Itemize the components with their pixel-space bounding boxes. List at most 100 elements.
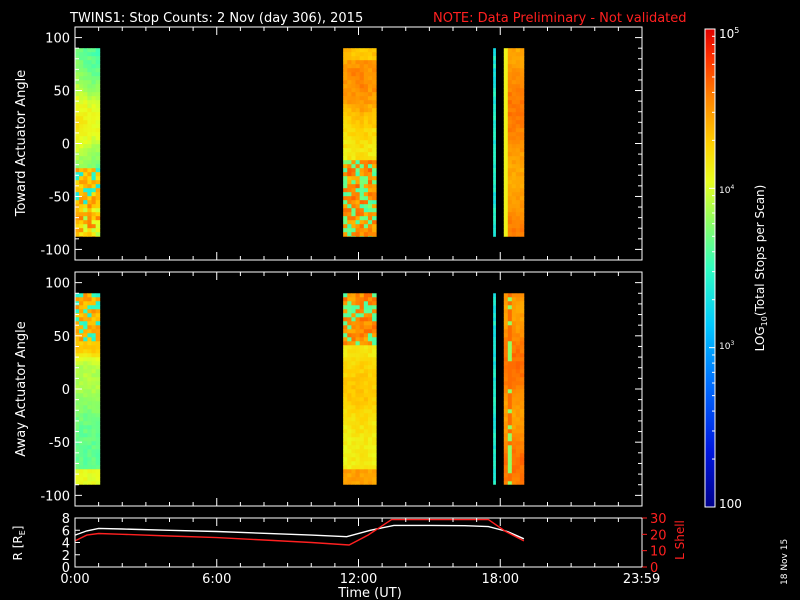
- panel-away-cell: [515, 329, 521, 334]
- panel-away-cell: [355, 417, 361, 422]
- panel-toward-cell: [355, 120, 361, 125]
- panel-toward-cell: [367, 48, 373, 53]
- panel-away-cell: [351, 393, 356, 398]
- colorbar-bottom-label: 100: [719, 497, 742, 511]
- panel-toward-cell: [343, 56, 348, 61]
- panel-away-cell: [343, 293, 348, 298]
- orbit-lines: [74, 518, 525, 546]
- panel-away-cell: [372, 401, 377, 406]
- panel-away-cell: [363, 409, 369, 414]
- panel-away-cell: [87, 373, 92, 378]
- panel-away-cell: [347, 473, 352, 478]
- panel-toward-cell: [79, 124, 84, 129]
- panel-away-cell: [363, 349, 369, 354]
- panel-toward-cell: [95, 192, 101, 197]
- panel-toward-cell: [87, 116, 92, 121]
- panel-away-cell: [359, 401, 365, 406]
- panel-away-cell: [503, 313, 509, 318]
- panel-toward-cell: [367, 200, 373, 205]
- panel-toward-cell: [359, 200, 365, 205]
- panel-away-cell: [493, 421, 496, 426]
- panel-toward-cell: [515, 68, 521, 73]
- panel-away-cell: [519, 397, 525, 402]
- panel-away-cell: [372, 433, 377, 438]
- panel-toward-cell: [83, 88, 88, 93]
- panel-toward-cell: [355, 152, 361, 157]
- panel-toward-cell: [87, 88, 92, 93]
- panel-away-cell: [372, 325, 377, 330]
- panel-away-cell: [75, 453, 80, 458]
- panel-away-cell: [87, 349, 92, 354]
- panel-away-cell: [367, 349, 373, 354]
- panel-toward-cell: [83, 212, 88, 217]
- panel-away-cell: [507, 365, 513, 370]
- panel-away-cell: [359, 301, 365, 306]
- panel-toward-cell: [343, 224, 348, 229]
- panel-away-cell: [519, 417, 525, 422]
- panel-toward-cell: [95, 136, 101, 141]
- panel-away-cell: [83, 457, 88, 462]
- panel-away-cell: [347, 365, 352, 370]
- panel-toward-cell: [493, 120, 496, 125]
- panel-toward-cell: [493, 48, 496, 53]
- panel-toward-cell: [91, 144, 97, 149]
- panel-away-cell: [515, 357, 521, 362]
- panel-toward-cell: [343, 160, 348, 165]
- panel-toward-cell: [519, 184, 525, 189]
- panel-toward-cell: [363, 48, 369, 53]
- panel-away-cell: [91, 381, 97, 386]
- panel-away-cell: [511, 393, 517, 398]
- panel-toward-cell: [91, 128, 97, 133]
- panel-away-cell: [343, 345, 348, 350]
- panel-toward-cell: [367, 68, 373, 73]
- panel-away-cell: [511, 437, 517, 442]
- panel-away-cell: [359, 325, 365, 330]
- panel-toward-cell: [95, 228, 101, 233]
- panel-toward-cell: [511, 100, 517, 105]
- panel-toward-cell: [367, 164, 373, 169]
- panel-toward-cell: [493, 180, 496, 185]
- panel-away-cell: [367, 477, 373, 482]
- panel-away-cell: [507, 421, 513, 426]
- panel-toward-cell: [75, 224, 80, 229]
- panel-toward-cell: [503, 136, 509, 141]
- panel-toward-cell: [343, 84, 348, 89]
- panel-toward-cell: [87, 168, 92, 173]
- panel-toward-cell: [75, 52, 80, 57]
- panel-away-cell: [75, 409, 80, 414]
- panel-toward-cell: [75, 176, 80, 181]
- panel-toward-cell: [493, 192, 496, 197]
- panel-toward-cell: [363, 80, 369, 85]
- panel-toward-cell: [507, 184, 513, 189]
- panel-toward-cell: [515, 200, 521, 205]
- panel-toward-cell: [355, 192, 361, 197]
- panel-toward-cell: [87, 72, 92, 77]
- panel-toward-cell: [95, 116, 101, 121]
- panel-toward-cell: [519, 160, 525, 165]
- panel-away-cell: [75, 341, 80, 346]
- panel-toward-cell: [95, 216, 101, 221]
- panel-away-cell: [507, 305, 513, 310]
- panel-away-cell: [343, 317, 348, 322]
- panel-away-cell: [355, 301, 361, 306]
- panel-away-cell: [343, 473, 348, 478]
- panel-away-cell: [347, 469, 352, 474]
- panel-away-cell: [75, 437, 80, 442]
- panel-toward-cell: [511, 64, 517, 69]
- panel-toward-cell: [91, 132, 97, 137]
- panel-toward-cell: [519, 188, 525, 193]
- panel-away-cell: [91, 445, 97, 450]
- panel-toward-cell: [372, 48, 377, 53]
- panel-toward-cell: [372, 172, 377, 177]
- panel-away-cell: [503, 441, 509, 446]
- panel-toward-cell: [367, 92, 373, 97]
- panel-away-cell: [493, 377, 496, 382]
- panel-away-cell: [355, 381, 361, 386]
- panel-away-cell: [351, 353, 356, 358]
- panel-away-cell: [519, 385, 525, 390]
- panel-toward-cell: [503, 96, 509, 101]
- panel-away-cell: [363, 305, 369, 310]
- panel-toward-cell: [493, 220, 496, 225]
- panel-away-cell: [75, 381, 80, 386]
- panel-away-cell: [79, 393, 84, 398]
